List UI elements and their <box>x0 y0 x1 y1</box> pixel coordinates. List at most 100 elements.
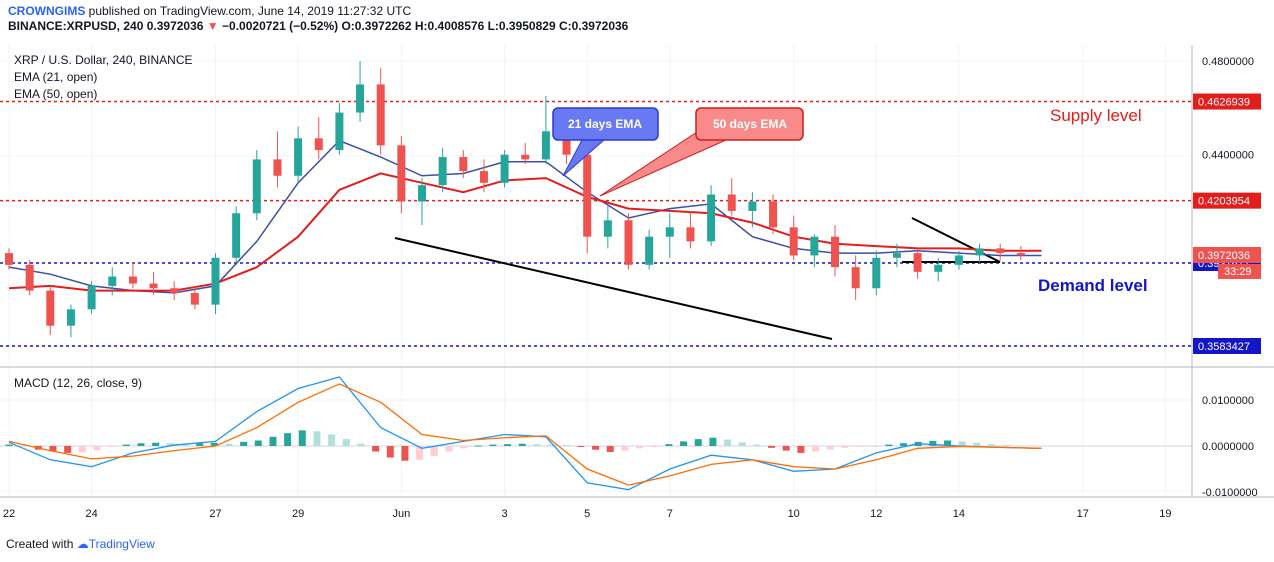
time-tick-label: 7 <box>667 508 673 520</box>
time-tick-label: Jun <box>392 508 410 520</box>
macd-histogram-bar <box>93 446 101 451</box>
candle-body <box>851 267 860 289</box>
macd-histogram-bar <box>504 444 512 446</box>
macd-histogram-bar <box>1002 445 1010 447</box>
ema21-callout-text: 21 days EMA <box>568 117 642 131</box>
chart-header: CROWNGIMS published on TradingView.com, … <box>8 4 628 34</box>
publisher-line: CROWNGIMS published on TradingView.com, … <box>8 4 628 19</box>
candle-body <box>913 253 922 272</box>
macd-histogram-bar <box>284 433 292 446</box>
macd-histogram-bar <box>122 444 130 446</box>
macd-title: MACD (12, 26, close, 9) <box>14 376 142 390</box>
macd-tick-label: 0.0000000 <box>1202 441 1254 453</box>
candle-body <box>645 236 654 265</box>
macd-histogram-bar <box>1017 445 1025 447</box>
macd-histogram-bar <box>460 446 468 449</box>
symbol-interval: BINANCE:XRPUSD, 240 <box>8 19 144 33</box>
candle-body <box>335 112 344 151</box>
candle-body <box>831 236 839 268</box>
macd-histogram-bar <box>372 446 380 452</box>
candle-body <box>727 194 736 211</box>
ema21-callout: 21 days EMA <box>552 107 659 177</box>
macd-histogram-bar <box>562 445 570 447</box>
ema50-callout-text: 50 days EMA <box>713 117 787 131</box>
candle-body <box>438 157 447 186</box>
legend-ema50: EMA (50, open) <box>14 87 97 101</box>
price-axis[interactable]: 0.4800000 0.4400000 0.4626939 0.4203954 0.39… <box>1193 56 1261 499</box>
ema50-callout: 50 days EMA <box>599 107 804 197</box>
macd-histogram-bar <box>181 443 189 446</box>
countdown-badge <box>1218 263 1261 279</box>
time-tick-label: 14 <box>953 508 965 520</box>
macd-histogram-bar <box>680 441 688 446</box>
candle-body <box>789 227 798 256</box>
candle-body <box>541 131 550 160</box>
macd-histogram-bar <box>650 446 658 447</box>
price-tick-label: 0.4400000 <box>1202 150 1254 162</box>
time-tick-label: 19 <box>1159 508 1171 520</box>
current-price-label: 0.3972036 <box>1198 250 1250 262</box>
macd-histogram-bar <box>357 443 365 446</box>
candle-body <box>128 276 137 284</box>
candle-body <box>149 283 158 289</box>
legend-ema21: EMA (21, open) <box>14 70 97 84</box>
macd-histogram-bar <box>665 444 673 446</box>
time-tick-label: 5 <box>584 508 590 520</box>
publisher-name[interactable]: CROWNGIMS <box>8 4 86 18</box>
candle-body <box>66 309 75 326</box>
macd-histogram-bar <box>973 442 981 446</box>
macd-histogram-bar <box>694 439 702 446</box>
candle-body <box>418 185 426 202</box>
macd-histogram-bar <box>753 444 761 446</box>
macd-histogram-bar <box>768 446 776 448</box>
macd-histogram-bar <box>870 446 878 447</box>
macd-histogram-bar <box>225 443 233 446</box>
candle-body <box>810 236 819 256</box>
candle-body <box>211 257 220 305</box>
time-axis[interactable]: 22 24 27 29 Jun 3 5 7 10 12 14 17 19 <box>3 508 1172 520</box>
macd-histogram-bar <box>518 443 526 446</box>
candle-body <box>314 138 323 151</box>
candle-body <box>459 157 468 172</box>
down-arrow-icon: ▼ <box>206 19 219 33</box>
demand-level-label: Demand level <box>1038 276 1148 295</box>
signal-line <box>8 383 1042 486</box>
candle-body <box>397 145 406 202</box>
candle-body <box>294 138 303 176</box>
ema50-line <box>8 172 1042 292</box>
candle-body <box>376 84 385 146</box>
macd-histogram-bar <box>929 440 937 446</box>
candle-body <box>170 288 179 293</box>
level-price-label: 0.3583427 <box>1198 341 1250 353</box>
candle-body <box>1016 253 1025 256</box>
candle-body <box>87 285 96 310</box>
macd-histogram-bar <box>856 446 864 447</box>
time-tick-label: 22 <box>3 508 15 520</box>
macd-histogram-bar <box>416 446 424 460</box>
candle-body <box>5 253 13 265</box>
tradingview-link[interactable]: TradingView <box>88 537 155 551</box>
macd-histogram-bar <box>533 444 541 446</box>
macd-histogram-bar <box>900 443 908 446</box>
macd-histogram-bar <box>5 444 13 446</box>
created-with-text: Created with <box>6 537 74 551</box>
candle-body <box>521 154 530 160</box>
macd-histogram-bar <box>841 446 849 448</box>
macd-histogram-bar <box>958 441 966 446</box>
macd-tick-label: 0.0100000 <box>1202 395 1254 407</box>
candle-body <box>25 264 34 291</box>
macd-histogram-bar <box>386 446 394 458</box>
time-tick-label: 27 <box>209 508 221 520</box>
macd-histogram-bar <box>196 443 204 446</box>
macd-panel <box>0 376 1192 491</box>
trendlines <box>394 217 1001 340</box>
macd-histogram-bar <box>328 434 336 446</box>
macd-histogram-bar <box>64 446 72 453</box>
macd-histogram-bar <box>592 446 600 450</box>
level-price-badge <box>1193 338 1261 354</box>
macd-histogram-bar <box>240 441 248 446</box>
macd-histogram-bar <box>797 446 805 453</box>
macd-histogram-bar <box>988 444 996 446</box>
macd-histogram-bar <box>254 440 262 446</box>
